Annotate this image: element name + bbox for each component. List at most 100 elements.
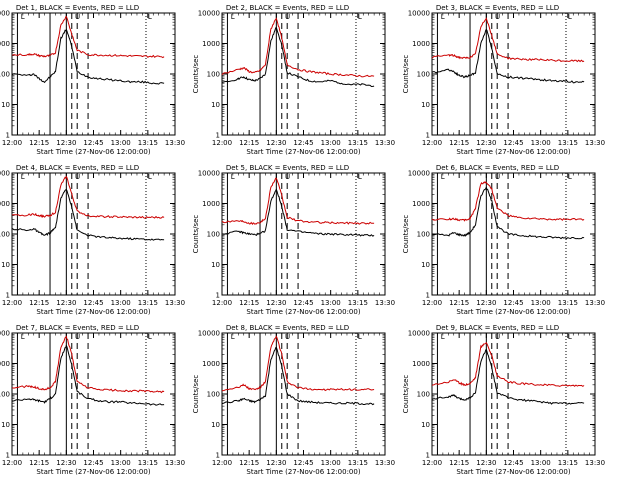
x-axis-label: Start Time (27-Nov-06 12:00:00)	[456, 468, 570, 476]
y-tick-label: 10	[211, 101, 220, 109]
y-tick-label: 1	[426, 292, 430, 300]
y-tick-label: 1000	[0, 200, 10, 208]
x-tick-label: 13:00	[531, 299, 551, 307]
plot-frame	[11, 12, 176, 136]
x-tick-label: 12:15	[239, 299, 259, 307]
marker-letter: L	[568, 333, 572, 341]
chart-title: Det 8, BLACK = Events, RED = LLD	[226, 324, 349, 332]
y-tick-label: 10	[421, 421, 430, 429]
panel-det-4: Det 4, BLACK = Events, RED = LLD 1 10 100 10…	[0, 164, 185, 316]
y-tick-label: 1000	[412, 40, 430, 48]
x-tick-label: 12:30	[266, 139, 286, 147]
x-tick-label: 12:15	[449, 459, 469, 467]
series-lld-line	[221, 17, 375, 78]
series-events-line	[431, 348, 585, 405]
marker-letter: L	[231, 173, 235, 181]
x-tick-label: 13:30	[585, 459, 605, 467]
y-tick-label: 100	[417, 231, 430, 239]
y-tick-label: 1000	[202, 40, 220, 48]
panel-det-3: Det 3, BLACK = Events, RED = LLD 1 10 100 10…	[402, 4, 605, 156]
y-tick-label: 10000	[198, 10, 220, 18]
y-tick-label: 1000	[0, 40, 10, 48]
x-tick-label: 13:00	[111, 299, 131, 307]
x-axis-label: Start Time (27-Nov-06 12:00:00)	[36, 468, 150, 476]
marker-letter: U	[285, 13, 290, 21]
marker-letter: U	[75, 333, 80, 341]
x-tick-label: 13:00	[321, 299, 341, 307]
marker-letter: U	[285, 173, 290, 181]
plot-frame	[221, 12, 386, 136]
x-tick-label: 12:15	[239, 139, 259, 147]
series-events-line	[431, 28, 585, 84]
chart-title: Det 2, BLACK = Events, RED = LLD	[226, 4, 349, 12]
y-tick-label: 10000	[198, 170, 220, 178]
x-tick-label: 12:45	[83, 459, 103, 467]
y-tick-label: 1	[6, 132, 10, 140]
y-tick-label: 1000	[412, 360, 430, 368]
y-axis-label: Counts/sec	[192, 375, 200, 414]
y-axis-label: Counts/sec	[402, 55, 410, 94]
chart-title: Det 4, BLACK = Events, RED = LLD	[16, 164, 139, 172]
chart-title: Det 7, BLACK = Events, RED = LLD	[16, 324, 139, 332]
y-tick-label: 10	[421, 261, 430, 269]
series-lld-line	[11, 15, 165, 59]
y-tick-label: 10000	[198, 330, 220, 338]
y-tick-label: 1000	[0, 360, 10, 368]
y-tick-label: 100	[417, 391, 430, 399]
panel-det-8: Det 8, BLACK = Events, RED = LLD 1 10 100 10…	[192, 324, 395, 476]
x-tick-label: 13:00	[321, 139, 341, 147]
x-tick-label: 12:30	[476, 459, 496, 467]
series-lld-line	[221, 177, 375, 226]
x-tick-label: 13:00	[531, 139, 551, 147]
marker-letter: L	[231, 13, 235, 21]
x-tick-label: 13:15	[138, 299, 158, 307]
x-tick-label: 13:30	[375, 139, 395, 147]
x-tick-label: 12:45	[503, 459, 523, 467]
series-events-line	[11, 344, 165, 406]
x-tick-label: 12:15	[29, 299, 49, 307]
marker-letter: L	[568, 173, 572, 181]
marker-letter: U	[285, 333, 290, 341]
x-tick-label: 12:30	[476, 139, 496, 147]
y-tick-label: 10000	[408, 330, 430, 338]
marker-letter: U	[75, 13, 80, 21]
y-tick-label: 10	[211, 261, 220, 269]
marker-letter: U	[495, 173, 500, 181]
y-axis-label: Counts/sec	[402, 215, 410, 254]
y-tick-label: 10	[1, 101, 10, 109]
series-lld-line	[11, 335, 165, 394]
marker-letter: U	[75, 173, 80, 181]
y-tick-label: 100	[417, 71, 430, 79]
y-tick-label: 100	[207, 71, 220, 79]
x-tick-label: 12:00	[422, 459, 442, 467]
x-tick-label: 13:00	[111, 459, 131, 467]
series-lld-line	[11, 175, 165, 219]
marker-letter: L	[441, 333, 445, 341]
plot-frame	[221, 332, 386, 456]
plot-frame	[11, 332, 176, 456]
marker-letter: L	[441, 13, 445, 21]
x-tick-label: 12:15	[29, 139, 49, 147]
x-tick-label: 12:45	[293, 139, 313, 147]
x-tick-label: 13:15	[558, 299, 578, 307]
x-axis-label: Start Time (27-Nov-06 12:00:00)	[456, 148, 570, 156]
plot-frame	[11, 172, 176, 296]
x-tick-label: 13:00	[531, 459, 551, 467]
x-tick-label: 13:15	[348, 299, 368, 307]
x-tick-label: 13:30	[585, 139, 605, 147]
x-tick-label: 13:30	[165, 299, 185, 307]
series-events-line	[221, 26, 375, 88]
y-tick-label: 1000	[412, 200, 430, 208]
y-tick-label: 100	[207, 391, 220, 399]
x-tick-label: 13:30	[375, 459, 395, 467]
x-tick-label: 12:45	[503, 299, 523, 307]
y-tick-label: 10	[1, 261, 10, 269]
series-lld-line	[221, 335, 375, 392]
panel-det-1: Det 1, BLACK = Events, RED = LLD 1 10 100 10…	[0, 4, 185, 156]
marker-letter: L	[568, 13, 572, 21]
y-tick-label: 10	[421, 101, 430, 109]
y-tick-label: 1	[216, 292, 220, 300]
x-tick-label: 12:00	[2, 459, 22, 467]
chart-title: Det 6, BLACK = Events, RED = LLD	[436, 164, 559, 172]
x-tick-label: 12:30	[266, 299, 286, 307]
